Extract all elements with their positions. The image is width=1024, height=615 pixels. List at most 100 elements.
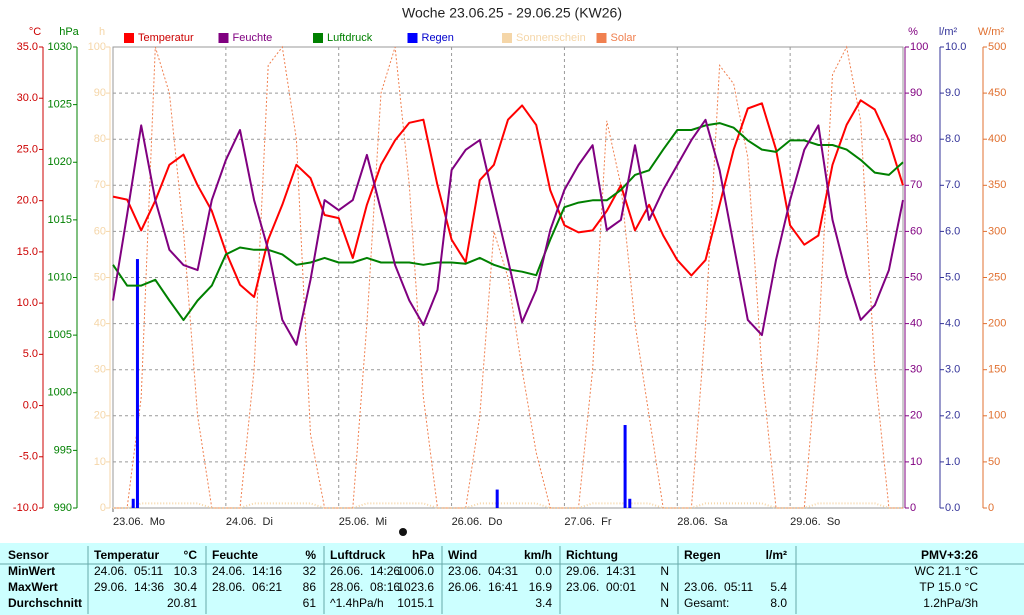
legend-swatch — [596, 33, 607, 43]
table-cell: 29.06. 14:31 — [566, 564, 636, 578]
table-header: PMV+3:26 — [921, 548, 978, 562]
y-tick-label: 0 — [100, 502, 106, 514]
y-tick-label: 90 — [94, 87, 106, 99]
y-tick-label: 10.0 — [17, 297, 38, 309]
axis-unit: W/m² — [978, 26, 1005, 38]
y-tick-label: 15.0 — [17, 246, 38, 258]
y-tick-label: 8.0 — [945, 133, 960, 145]
legend-swatch — [124, 33, 134, 43]
y-tick-label: 1025 — [48, 99, 72, 111]
legend-label: Solar — [611, 32, 637, 44]
y-tick-label: 2.0 — [945, 410, 960, 422]
marker-icon — [399, 528, 407, 536]
y-tick-label: 150 — [988, 364, 1006, 376]
y-tick-label: 100 — [88, 41, 106, 53]
y-tick-label: 450 — [988, 87, 1006, 99]
table-cell: 24.06. 14:16 — [212, 564, 282, 578]
table-header: Wind — [448, 548, 477, 562]
rain-bar — [495, 489, 499, 508]
series-line — [113, 45, 903, 509]
y-tick-label: 25.0 — [17, 143, 38, 155]
series-line — [112, 118, 904, 346]
table-cell: 1023.6 — [397, 580, 434, 594]
legend-label: Temperatur — [138, 32, 194, 44]
y-tick-label: 1005 — [48, 329, 72, 341]
y-tick-label: -5.0 — [19, 451, 38, 463]
y-tick-label: 3.0 — [945, 364, 960, 376]
table: Sensor Temperatur °C Feuchte% Luftdruck hPa Wi… — [0, 546, 1024, 614]
y-tick-label: 7.0 — [945, 179, 960, 191]
y-tick-label: 10 — [910, 456, 922, 468]
row-label: Durchschnitt — [8, 596, 82, 610]
table-unit: hPa — [412, 548, 434, 562]
y-tick-label: 100 — [910, 41, 928, 53]
y-tick-label: 50 — [910, 271, 922, 283]
y-tick-label: 30.0 — [17, 92, 38, 104]
y-tick-label: 60 — [910, 225, 922, 237]
table-cell: WC 21.1 °C — [915, 564, 979, 578]
table-cell: 24.06. 05:11 — [94, 564, 163, 578]
table-cell: TP 15.0 °C — [919, 580, 978, 594]
table-cell: 23.06. 00:01 — [566, 580, 636, 594]
y-tick-label: 20 — [94, 410, 106, 422]
table-cell: 23.06. 05:11 — [684, 580, 753, 594]
table-cell: 26.06. 16:41 — [448, 580, 518, 594]
table-header: Richtung — [566, 548, 618, 562]
y-tick-label: 70 — [94, 179, 106, 191]
y-tick-label: 80 — [910, 133, 922, 145]
legend-label: Sonnenschein — [516, 32, 586, 44]
series-line — [112, 122, 904, 322]
y-tick-label: 6.0 — [945, 225, 960, 237]
y-tick-label: 5.0 — [945, 271, 960, 283]
table-cell: 32 — [303, 564, 317, 578]
table-header: Regen — [684, 548, 721, 562]
y-tick-label: 60 — [94, 225, 106, 237]
y-tick-label: 5.0 — [23, 348, 38, 360]
table-header: Temperatur — [94, 548, 159, 562]
table-cell: ^1.4hPa/h — [330, 596, 384, 610]
y-tick-label: 200 — [988, 318, 1006, 330]
y-tick-label: 10.0 — [945, 41, 966, 53]
y-tick-label: 0.0 — [945, 502, 960, 514]
y-tick-label: 1000 — [48, 387, 72, 399]
table-unit: °C — [184, 548, 198, 562]
axis-unit: °C — [29, 26, 41, 38]
y-tick-label: 1020 — [48, 156, 72, 168]
y-tick-label: 500 — [988, 41, 1006, 53]
y-tick-label: 1015 — [48, 214, 72, 226]
legend-swatch — [218, 33, 229, 43]
rain-bar — [623, 425, 627, 508]
table-cell: 30.4 — [174, 580, 198, 594]
y-tick-label: 250 — [988, 271, 1006, 283]
y-tick-label: 995 — [54, 444, 72, 456]
table-cell: 20.81 — [167, 596, 197, 610]
table-cell: 29.06. 14:36 — [94, 580, 164, 594]
y-tick-label: 30 — [94, 364, 106, 376]
y-tick-label: 35.0 — [17, 41, 38, 53]
y-tick-label: 20 — [910, 410, 922, 422]
table-header: Feuchte — [212, 548, 258, 562]
table-cell: N — [660, 564, 669, 578]
table-header: Luftdruck — [330, 548, 386, 562]
table-cell: 23.06. 04:31 — [448, 564, 518, 578]
table-cell: 5.4 — [770, 580, 787, 594]
rain-bar — [131, 498, 135, 508]
table-cell: 28.06. 06:21 — [212, 580, 282, 594]
x-tick-label: 24.06. Di — [226, 516, 273, 528]
axis-unit: hPa — [59, 26, 79, 38]
table-cell: 0.0 — [535, 564, 552, 578]
table-cell: 26.06. 14:26 — [330, 564, 400, 578]
y-tick-label: -10.0 — [13, 502, 38, 514]
y-tick-label: 4.0 — [945, 318, 960, 330]
table-cell: 61 — [303, 596, 317, 610]
axis-unit: h — [99, 26, 105, 38]
y-tick-label: 50 — [94, 271, 106, 283]
row-label: MaxWert — [8, 580, 58, 594]
y-tick-label: 0 — [910, 502, 916, 514]
table-cell: 1006.0 — [397, 564, 434, 578]
table-cell: N — [660, 596, 669, 610]
table-cell: 16.9 — [529, 580, 553, 594]
x-tick-label: 28.06. Sa — [677, 516, 728, 528]
y-tick-label: 30 — [910, 364, 922, 376]
